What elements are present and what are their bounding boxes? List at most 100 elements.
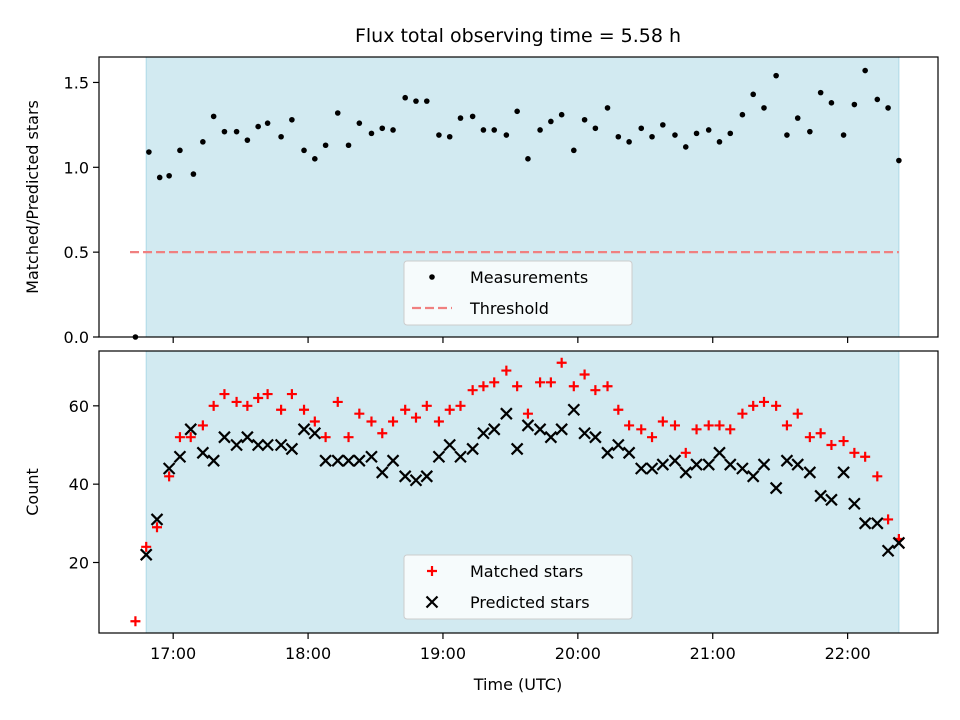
predicted-star-point <box>173 450 187 464</box>
matched-star-point <box>860 451 871 462</box>
matched-star-point <box>366 416 377 427</box>
measurement-point <box>896 157 902 164</box>
matched-star-point <box>444 404 455 415</box>
predicted-star-point <box>679 466 693 479</box>
measurement-point <box>255 123 261 130</box>
matched-star-point <box>804 432 815 443</box>
matched-star-point <box>433 416 444 427</box>
measurement-point <box>334 110 341 116</box>
predicted-star-point <box>184 423 198 436</box>
predicted-star-point <box>308 426 322 440</box>
matched-star-point <box>771 400 782 411</box>
predicted-star-point <box>443 438 456 452</box>
chart-title: Flux total observing time = 5.58 h <box>355 25 681 47</box>
predicted-star-point <box>319 454 332 467</box>
ratio-plot-marks <box>130 67 902 340</box>
predicted-star-point <box>858 517 872 530</box>
matched-star-point <box>602 381 613 392</box>
predicted-star-point <box>645 462 659 475</box>
y-tick-label: 20 <box>69 554 89 573</box>
predicted-star-point <box>746 470 760 483</box>
predicted-star-point <box>331 454 345 467</box>
count-panel: 20 40 60 17:00 18:00 19:00 20:00 21:00 22:00 Co… <box>23 350 939 663</box>
y-tick-label: 1.5 <box>64 73 89 92</box>
predicted-star-point <box>500 407 513 420</box>
measurement-point <box>390 127 396 133</box>
matched-star-point <box>669 420 680 431</box>
legend-marker-swatch <box>429 274 435 280</box>
matched-star-point <box>725 424 736 435</box>
predicted-star-point <box>454 450 467 464</box>
predicted-star-point <box>510 442 524 456</box>
measurement-point <box>660 122 666 128</box>
matched-star-point <box>421 400 432 411</box>
predicted-star-point <box>780 454 794 467</box>
matched-star-point <box>545 377 556 388</box>
predicted-star-point <box>544 430 558 444</box>
matched-star-point <box>242 400 253 411</box>
measurement-point <box>264 120 271 126</box>
x-tick-label: 19:00 <box>420 644 466 663</box>
matched-star-point <box>826 440 837 450</box>
matched-star-point <box>579 369 590 380</box>
measurement-point <box>705 127 712 133</box>
predicted-star-point <box>589 430 602 444</box>
measurement-point <box>244 137 251 143</box>
ratio-y-axis-label: Matched/Predicted stars <box>23 100 42 294</box>
predicted-star-point <box>668 454 682 467</box>
predicted-star-point <box>386 454 400 467</box>
predicted-star-point <box>702 458 715 471</box>
predicted-star-point <box>230 438 243 452</box>
count-axes-frame <box>98 350 939 634</box>
matched-star-point <box>512 381 523 392</box>
predicted-star-point <box>487 423 501 436</box>
measurement-point <box>278 133 284 140</box>
matched-star-point <box>253 393 264 403</box>
matched-star-point <box>467 385 478 396</box>
predicted-star-point <box>871 517 884 530</box>
measurement-point <box>739 111 746 118</box>
predicted-star-point <box>353 454 366 467</box>
measurement-point <box>761 105 767 111</box>
matched-star-point <box>522 408 533 419</box>
matched-star-point <box>286 389 297 400</box>
measurement-point <box>301 147 307 154</box>
measurement-point <box>672 132 678 138</box>
matched-star-point <box>636 424 647 435</box>
measurement-point <box>322 142 329 149</box>
predicted-star-point <box>150 513 164 526</box>
x-tick-label: 21:00 <box>690 644 736 663</box>
predicted-star-point <box>825 493 838 507</box>
measurement-point <box>525 156 531 162</box>
matched-star-point <box>657 416 668 427</box>
predicted-star-point <box>420 470 434 483</box>
matched-star-point <box>164 471 175 482</box>
matched-star-point <box>276 404 287 415</box>
matched-star-point <box>590 385 601 396</box>
matched-star-point <box>410 412 421 423</box>
measurement-point <box>457 115 464 121</box>
matched-star-point <box>185 432 196 443</box>
predicted-star-point <box>848 497 861 511</box>
measurement-point <box>604 105 611 111</box>
predicted-star-point <box>555 423 568 436</box>
measurement-point <box>221 128 228 135</box>
predicted-star-point <box>803 466 817 479</box>
measurement-point <box>807 128 813 135</box>
measurement-point <box>233 128 240 135</box>
matched-star-point <box>501 365 512 376</box>
measurement-point <box>436 132 442 138</box>
ratio-panel: 0.0 0.5 1.0 1.5 Matched/Predicted stars Mea… <box>23 56 939 347</box>
y-tick-label: 0.5 <box>64 243 89 262</box>
matched-star-point <box>309 416 320 427</box>
measurement-point <box>413 98 419 104</box>
matched-star-point <box>489 377 500 388</box>
predicted-star-point <box>241 430 254 444</box>
matched-star-point <box>556 357 567 368</box>
matched-star-point <box>849 447 860 458</box>
matched-star-point <box>748 400 759 411</box>
measurement-point <box>592 125 599 132</box>
predicted-star-point <box>837 466 850 479</box>
measurement-point <box>558 111 565 118</box>
